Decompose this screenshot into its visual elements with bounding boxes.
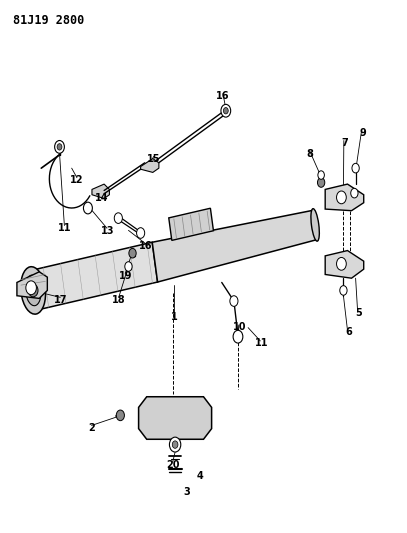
Text: 2: 2	[89, 423, 95, 433]
Text: 18: 18	[112, 295, 126, 305]
Circle shape	[318, 171, 324, 179]
Text: 16: 16	[139, 241, 153, 251]
Text: 7: 7	[341, 138, 348, 148]
Polygon shape	[31, 243, 158, 310]
Text: 16: 16	[216, 91, 230, 101]
Circle shape	[169, 437, 181, 452]
Text: 6: 6	[345, 327, 352, 337]
Circle shape	[352, 164, 359, 173]
Text: 1: 1	[171, 312, 178, 322]
Text: 20: 20	[166, 460, 180, 470]
Circle shape	[55, 141, 64, 154]
Text: 11: 11	[255, 337, 268, 348]
Ellipse shape	[311, 209, 319, 241]
Circle shape	[221, 104, 231, 117]
Polygon shape	[139, 397, 212, 439]
Circle shape	[116, 410, 125, 421]
Text: 9: 9	[359, 127, 366, 138]
Text: 8: 8	[307, 149, 314, 159]
Circle shape	[317, 177, 325, 187]
Text: 11: 11	[58, 223, 72, 233]
Circle shape	[114, 213, 123, 223]
Ellipse shape	[21, 266, 46, 314]
Polygon shape	[325, 184, 364, 211]
Circle shape	[223, 108, 228, 114]
Polygon shape	[92, 184, 109, 198]
Circle shape	[125, 262, 132, 271]
Text: 81J19 2800: 81J19 2800	[13, 14, 84, 27]
Circle shape	[230, 296, 238, 306]
Circle shape	[129, 248, 136, 258]
Text: 17: 17	[54, 295, 68, 305]
Ellipse shape	[25, 275, 41, 306]
Text: 12: 12	[70, 175, 84, 185]
Circle shape	[351, 188, 358, 198]
Text: 14: 14	[94, 193, 108, 204]
Text: 4: 4	[197, 471, 204, 481]
Polygon shape	[325, 251, 364, 278]
Text: 10: 10	[232, 321, 246, 332]
Circle shape	[172, 441, 178, 448]
Circle shape	[83, 202, 92, 214]
Circle shape	[28, 284, 38, 297]
Text: 19: 19	[119, 271, 132, 281]
Circle shape	[337, 257, 346, 270]
Circle shape	[340, 286, 347, 295]
Text: 5: 5	[355, 308, 362, 318]
Text: 3: 3	[183, 487, 190, 497]
Circle shape	[57, 144, 62, 150]
Polygon shape	[169, 208, 213, 240]
Circle shape	[137, 228, 144, 238]
Circle shape	[26, 281, 36, 295]
Polygon shape	[17, 272, 47, 298]
Polygon shape	[152, 211, 317, 282]
Circle shape	[233, 330, 243, 343]
Text: 15: 15	[147, 154, 161, 164]
Text: 13: 13	[101, 226, 114, 236]
Circle shape	[337, 191, 346, 204]
Polygon shape	[141, 159, 159, 172]
